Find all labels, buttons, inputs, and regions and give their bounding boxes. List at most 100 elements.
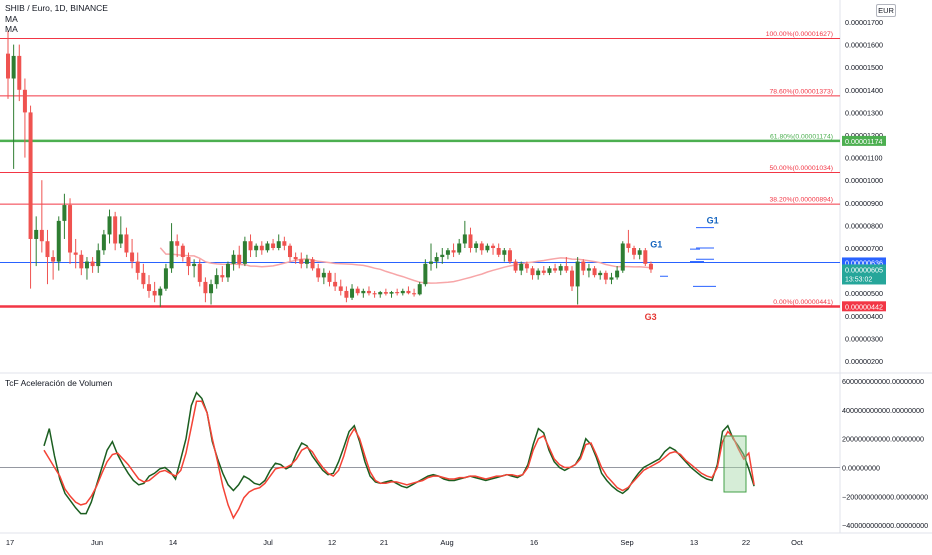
candle-body <box>124 234 129 253</box>
candle-body <box>632 248 637 255</box>
indicator-tick-label: −400000000000.00000000 <box>842 521 928 530</box>
price-tick-label: 0.00001300 <box>845 108 883 117</box>
candle-body <box>6 53 10 79</box>
ma-legend-1[interactable]: MA <box>5 13 18 24</box>
candle-body <box>406 290 411 294</box>
candle-body <box>603 272 608 280</box>
candle-body <box>479 243 484 251</box>
candle-body <box>637 250 642 255</box>
candle-body <box>248 241 253 251</box>
candle-body <box>152 290 157 296</box>
candle-body <box>51 257 56 262</box>
candle-body <box>361 290 366 294</box>
candle-body <box>524 263 529 269</box>
price-badge-label: 0.00000605 <box>845 265 883 274</box>
candle-body <box>113 216 118 244</box>
candle-body <box>282 241 287 246</box>
candle-body <box>17 55 22 90</box>
chart-legend: SHIB / Euro, 1D, BINANCE MA MA <box>5 3 108 35</box>
candle-body <box>34 229 39 239</box>
price-tick-label: 0.00001500 <box>845 63 883 72</box>
time-tick-label: 14 <box>169 538 177 547</box>
indicator-tick-label: 0.00000000 <box>842 464 880 473</box>
candle-body <box>372 293 377 295</box>
time-tick-label: Aug <box>440 538 453 547</box>
time-tick-label: 12 <box>328 538 336 547</box>
candle-body <box>592 268 597 276</box>
indicator-tick-label: 200000000000.00000000 <box>842 435 924 444</box>
candle-body <box>626 243 631 248</box>
price-tick-label: 0.00001200 <box>845 131 883 140</box>
indicator-tick-label: −200000000000.00000000 <box>842 492 928 501</box>
candle-body <box>259 245 264 251</box>
candle-body <box>299 259 304 264</box>
price-tick-label: 0.00001400 <box>845 86 883 95</box>
candle-body <box>620 243 625 271</box>
candle-body <box>462 234 467 244</box>
price-badge <box>842 135 886 146</box>
price-tick-label: 0.00001100 <box>845 154 882 163</box>
candle-body <box>135 261 140 273</box>
candle-body <box>648 263 653 270</box>
candle-body <box>45 241 50 258</box>
indicator-title[interactable]: TcF Aceleración de Volumen <box>5 378 113 388</box>
candle-body <box>73 252 78 255</box>
candle-body <box>536 270 541 276</box>
candle-body <box>101 234 106 251</box>
currency-badge[interactable]: EUR <box>876 4 896 17</box>
candle-body <box>564 266 569 271</box>
ma-legend-2[interactable]: MA <box>5 24 18 34</box>
candle-body <box>553 268 558 271</box>
candle-body <box>643 250 648 264</box>
price-tick-label: 0.00001600 <box>845 41 883 50</box>
candle-body <box>197 263 202 282</box>
candle-body <box>491 245 496 248</box>
candle-body <box>225 263 230 278</box>
countdown-label: 13:53:02 <box>845 276 872 283</box>
candle-body <box>11 55 16 79</box>
candle-body <box>96 250 101 267</box>
candle-body <box>22 89 27 113</box>
candle-body <box>383 292 388 294</box>
candle-body <box>293 257 298 260</box>
indicator-tick-label: 600000000000.00000000 <box>842 377 924 386</box>
price-badge-label: 0.00000442 <box>845 302 883 311</box>
price-badge-label: 0.00001174 <box>845 137 882 146</box>
indicator-line-red <box>43 400 755 520</box>
symbol-title[interactable]: SHIB / Euro, 1D, BINANCE <box>5 3 108 13</box>
candle-body <box>333 281 338 287</box>
candle-body <box>242 241 247 264</box>
candle-body <box>39 229 44 242</box>
time-tick-label: Jul <box>263 538 273 547</box>
candle-body <box>192 263 197 267</box>
candle-body <box>327 272 332 282</box>
candle-body <box>186 257 191 267</box>
candle-body <box>389 292 394 294</box>
price-badge <box>842 301 886 312</box>
candle-body <box>214 275 219 285</box>
candle-body <box>28 112 33 239</box>
candle-body <box>231 254 236 264</box>
candle-body <box>547 268 552 273</box>
candle-body <box>141 272 146 285</box>
candle-body <box>130 252 135 262</box>
price-tick-label: 0.00001700 <box>845 18 883 27</box>
candle-body <box>68 205 73 253</box>
candle-body <box>271 243 276 248</box>
candle-body <box>79 254 84 269</box>
candle-body <box>344 290 349 298</box>
candle-body <box>254 245 259 251</box>
price-tick-label: 0.00000200 <box>845 357 883 366</box>
candle-body <box>570 270 574 287</box>
price-tick-label: 0.00000800 <box>845 221 883 230</box>
candle-body <box>575 261 580 287</box>
candle-body <box>147 284 151 291</box>
candle-body <box>445 250 450 255</box>
candle-body <box>468 234 473 248</box>
annotation-label: G1 <box>707 216 719 226</box>
annotation-label: G1 <box>650 239 662 249</box>
price-badge-label: 0.00000636 <box>845 258 883 267</box>
